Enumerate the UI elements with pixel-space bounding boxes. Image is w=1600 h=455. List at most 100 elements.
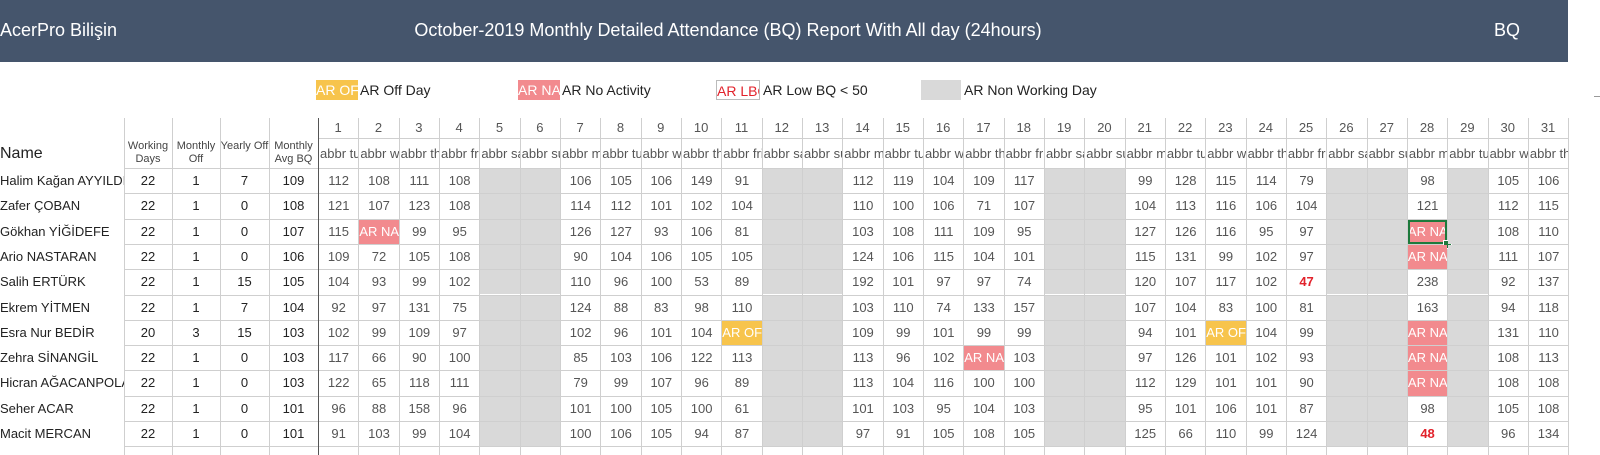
day-cell[interactable] xyxy=(520,346,560,371)
day-cell[interactable] xyxy=(1448,219,1488,244)
day-cell[interactable]: AR NA xyxy=(359,219,399,244)
day-cell[interactable]: 101 xyxy=(1255,400,1278,416)
day-cell[interactable] xyxy=(520,295,560,320)
day-cell[interactable]: 103 xyxy=(610,350,632,366)
day-cell[interactable]: 99 xyxy=(976,324,992,340)
day-cell[interactable] xyxy=(802,295,843,320)
day-cell[interactable]: 134 xyxy=(1537,426,1560,441)
day-cell[interactable] xyxy=(1044,169,1085,194)
day-cell[interactable] xyxy=(1448,422,1488,447)
day-cell[interactable] xyxy=(1327,422,1367,447)
day-cell[interactable]: 106 xyxy=(650,350,673,366)
day-cell[interactable] xyxy=(480,346,520,371)
day-cell[interactable]: 65 xyxy=(371,375,387,391)
day-cell[interactable]: 96 xyxy=(452,400,467,416)
day-cell[interactable]: 87 xyxy=(1299,400,1314,416)
day-cell[interactable]: 104 xyxy=(1255,324,1278,340)
day-cell[interactable]: 122 xyxy=(327,375,350,391)
day-cell[interactable]: 66 xyxy=(371,350,387,366)
day-cell[interactable]: 103 xyxy=(1013,350,1036,366)
day-cell[interactable]: 99 xyxy=(412,274,427,290)
day-cell[interactable]: 192 xyxy=(852,274,874,290)
day-cell[interactable] xyxy=(1044,320,1085,346)
day-cell[interactable]: 94 xyxy=(1500,299,1516,315)
day-cell[interactable]: 109 xyxy=(852,324,874,340)
selected-cell[interactable]: AR NA xyxy=(1407,219,1448,244)
day-cell[interactable]: 101 xyxy=(1174,400,1197,416)
day-cell[interactable]: AR NA xyxy=(964,346,1004,371)
day-cell[interactable]: 117 xyxy=(328,350,350,366)
day-cell[interactable]: 124 xyxy=(569,299,592,315)
day-cell[interactable] xyxy=(1327,244,1367,270)
day-cell[interactable]: 113 xyxy=(1175,198,1196,214)
day-cell[interactable]: 112 xyxy=(328,173,350,188)
day-cell[interactable]: 113 xyxy=(731,350,753,366)
day-cell[interactable] xyxy=(1327,194,1367,219)
day-cell[interactable] xyxy=(762,371,802,396)
selection-handle[interactable] xyxy=(1443,239,1453,249)
day-cell[interactable] xyxy=(762,169,802,194)
day-cell[interactable] xyxy=(480,396,520,421)
day-cell[interactable]: 99 xyxy=(613,375,629,391)
day-cell[interactable]: 163 xyxy=(1416,299,1439,315)
day-cell[interactable] xyxy=(802,270,843,295)
day-cell[interactable]: 121 xyxy=(327,198,350,214)
day-cell[interactable]: 105 xyxy=(932,426,955,441)
day-cell[interactable]: 90 xyxy=(573,248,588,264)
day-cell[interactable] xyxy=(520,169,560,194)
day-cell[interactable]: 108 xyxy=(368,173,390,188)
day-cell[interactable]: 99 xyxy=(1299,324,1314,340)
day-cell[interactable]: 104 xyxy=(932,173,955,188)
day-cell[interactable] xyxy=(1367,371,1407,396)
day-cell[interactable]: 109 xyxy=(973,173,995,188)
day-cell[interactable]: 114 xyxy=(570,198,591,214)
day-cell[interactable] xyxy=(520,320,560,346)
day-cell[interactable]: 102 xyxy=(690,198,713,214)
day-cell[interactable]: 117 xyxy=(1013,173,1035,188)
day-cell[interactable] xyxy=(1085,194,1125,219)
day-cell[interactable]: 110 xyxy=(852,198,874,214)
day-cell[interactable]: 93 xyxy=(371,274,387,290)
day-cell[interactable] xyxy=(520,396,560,421)
day-cell[interactable]: 106 xyxy=(1215,400,1237,416)
day-cell[interactable]: 111 xyxy=(409,173,430,188)
day-cell[interactable]: 100 xyxy=(1013,375,1036,391)
day-cell[interactable]: 85 xyxy=(573,350,588,366)
day-cell[interactable] xyxy=(1044,346,1085,371)
day-cell[interactable]: 127 xyxy=(610,223,632,239)
day-cell[interactable] xyxy=(1448,371,1488,396)
day-cell[interactable]: 112 xyxy=(1134,375,1156,391)
day-cell[interactable]: 66 xyxy=(1178,426,1193,441)
day-cell[interactable] xyxy=(1327,396,1367,421)
day-cell[interactable] xyxy=(1085,371,1125,396)
day-cell[interactable] xyxy=(762,422,802,447)
day-cell[interactable]: 104 xyxy=(690,324,713,340)
day-cell[interactable] xyxy=(762,219,802,244)
day-cell[interactable] xyxy=(802,244,843,270)
day-cell[interactable]: 102 xyxy=(1255,274,1278,290)
day-cell[interactable]: 91 xyxy=(734,173,750,188)
day-cell[interactable]: 98 xyxy=(1420,400,1435,416)
day-cell[interactable]: 97 xyxy=(936,274,951,290)
day-cell[interactable]: 104 xyxy=(448,426,471,441)
day-cell[interactable]: 112 xyxy=(852,173,874,188)
day-cell[interactable]: 109 xyxy=(973,223,995,239)
day-cell[interactable] xyxy=(1448,346,1488,371)
day-cell[interactable]: 137 xyxy=(1537,274,1560,290)
day-cell[interactable]: 113 xyxy=(852,375,874,391)
day-cell[interactable]: 102 xyxy=(569,324,592,340)
day-cell[interactable] xyxy=(1044,244,1085,270)
day-cell[interactable] xyxy=(520,219,560,244)
day-cell[interactable] xyxy=(1448,169,1488,194)
day-cell[interactable] xyxy=(762,320,802,346)
day-cell[interactable] xyxy=(520,244,560,270)
day-cell[interactable]: 122 xyxy=(690,350,713,366)
day-cell[interactable]: 104 xyxy=(1174,299,1197,315)
day-cell[interactable]: 97 xyxy=(1299,223,1314,239)
day-cell[interactable]: 99 xyxy=(371,324,387,340)
day-cell[interactable] xyxy=(480,219,520,244)
day-cell[interactable]: 87 xyxy=(734,426,750,441)
day-cell[interactable]: 53 xyxy=(694,274,709,290)
day-cell[interactable]: 107 xyxy=(1134,299,1157,315)
day-cell[interactable]: 101 xyxy=(852,400,874,416)
